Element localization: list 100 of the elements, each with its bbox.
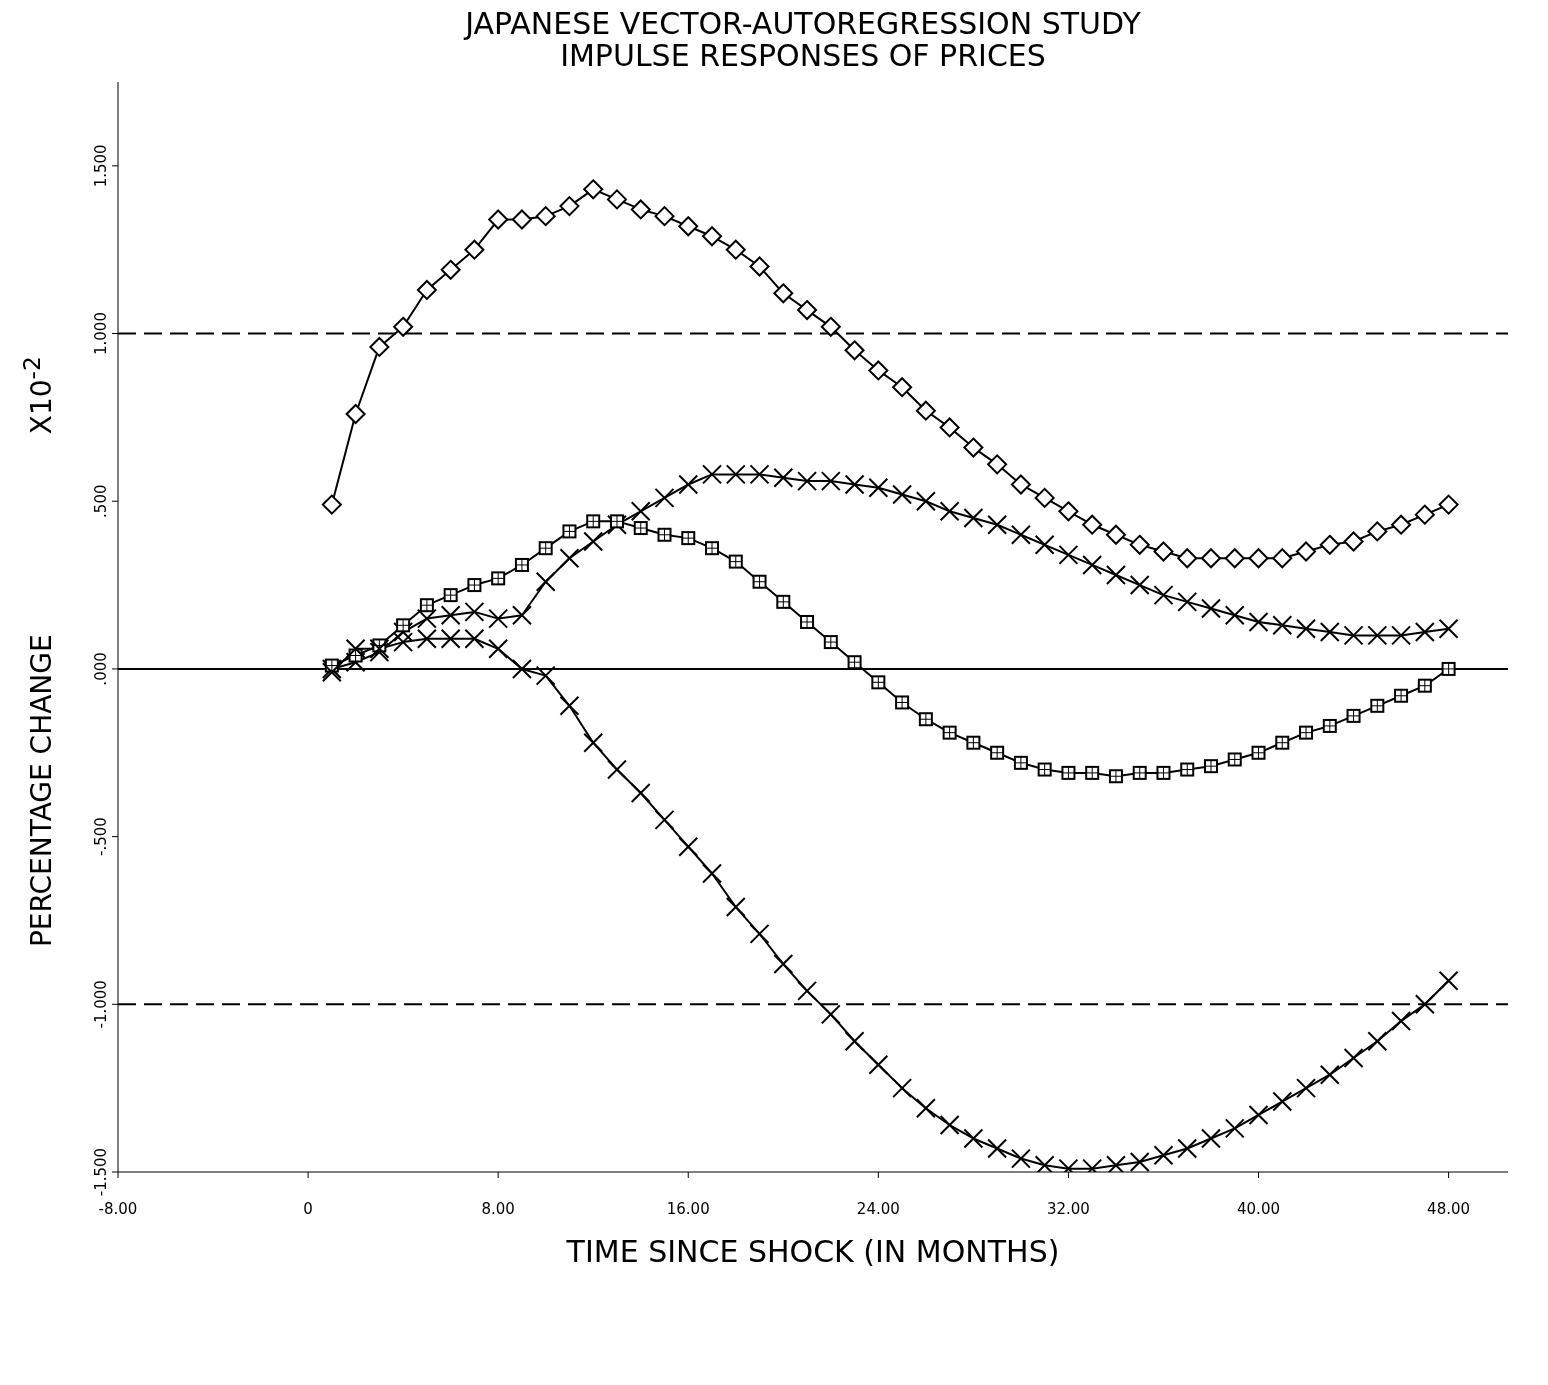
point [844, 1031, 865, 1052]
point [1296, 1078, 1317, 1099]
point [1058, 544, 1079, 565]
point [464, 601, 485, 622]
point [464, 628, 485, 649]
point [797, 300, 818, 321]
point [1153, 541, 1174, 562]
point [773, 283, 794, 304]
point [535, 571, 556, 592]
point [583, 179, 604, 200]
y-tick-label: 1.500 [92, 144, 110, 188]
point [1414, 622, 1435, 643]
point [630, 199, 651, 220]
point [511, 605, 532, 626]
point [583, 732, 604, 753]
y-tick-label: -.500 [92, 817, 110, 857]
point [1248, 611, 1269, 632]
point [1200, 1128, 1221, 1149]
point [749, 464, 770, 485]
y-tick-label: -1.500 [92, 1147, 110, 1197]
point [1343, 1047, 1364, 1068]
point [1105, 1155, 1126, 1172]
point [702, 226, 723, 247]
point [892, 484, 913, 505]
point [868, 1054, 889, 1075]
point [1129, 575, 1150, 596]
point [606, 759, 627, 780]
point [1438, 494, 1459, 515]
point [725, 464, 746, 485]
point [440, 259, 461, 280]
point [773, 467, 794, 488]
point [1153, 1145, 1174, 1166]
point [416, 608, 437, 629]
point [416, 279, 437, 300]
point [464, 239, 485, 260]
point [820, 471, 841, 492]
point [749, 923, 770, 944]
point [820, 1004, 841, 1025]
point [654, 206, 675, 227]
point [1224, 548, 1245, 569]
point [1367, 521, 1388, 542]
point [868, 477, 889, 498]
point [345, 404, 366, 425]
point [797, 980, 818, 1001]
point [321, 494, 342, 515]
point [1438, 970, 1459, 991]
point [1272, 615, 1293, 636]
point [963, 437, 984, 458]
point [915, 491, 936, 512]
y-tick-label: 1.000 [92, 312, 110, 356]
point [868, 360, 889, 381]
point [1391, 1011, 1412, 1032]
point [559, 196, 580, 217]
point [844, 474, 865, 495]
point [345, 638, 366, 659]
point [535, 665, 556, 686]
point [416, 628, 437, 649]
point [583, 531, 604, 552]
point [630, 783, 651, 804]
point [1010, 474, 1031, 495]
point [1177, 591, 1198, 612]
x-tick-label: 48.00 [1427, 1200, 1471, 1218]
point [1296, 541, 1317, 562]
point [1034, 1155, 1055, 1172]
point [393, 316, 414, 337]
point [1200, 548, 1221, 569]
x-tick-label: -8.00 [98, 1200, 138, 1218]
point [1058, 501, 1079, 522]
point [939, 1115, 960, 1136]
point [892, 1078, 913, 1099]
point [1272, 548, 1293, 569]
point [987, 514, 1008, 535]
x-tick-label: 8.00 [481, 1200, 515, 1218]
point [1367, 625, 1388, 646]
point [678, 216, 699, 237]
point [1177, 548, 1198, 569]
point [915, 400, 936, 421]
point [1414, 504, 1435, 525]
point [1391, 625, 1412, 646]
x-tick-label: 16.00 [666, 1200, 710, 1218]
x-tick-label: 0 [303, 1200, 313, 1218]
point [725, 897, 746, 918]
point [725, 239, 746, 260]
point [915, 1098, 936, 1119]
point [511, 658, 532, 679]
point [844, 340, 865, 361]
x-tick-label: 32.00 [1046, 1200, 1090, 1218]
point [1105, 565, 1126, 586]
y-axis-title: PERCENTAGE CHANGE [24, 634, 58, 948]
point [559, 695, 580, 716]
point [1272, 1091, 1293, 1112]
point [1200, 598, 1221, 619]
point [1343, 625, 1364, 646]
point [488, 608, 509, 629]
point [369, 336, 390, 357]
point [678, 836, 699, 857]
point [939, 501, 960, 522]
chart-title: JAPANESE VECTOR-AUTOREGRESSION STUDY [462, 6, 1142, 41]
point [1296, 618, 1317, 639]
point [749, 256, 770, 277]
